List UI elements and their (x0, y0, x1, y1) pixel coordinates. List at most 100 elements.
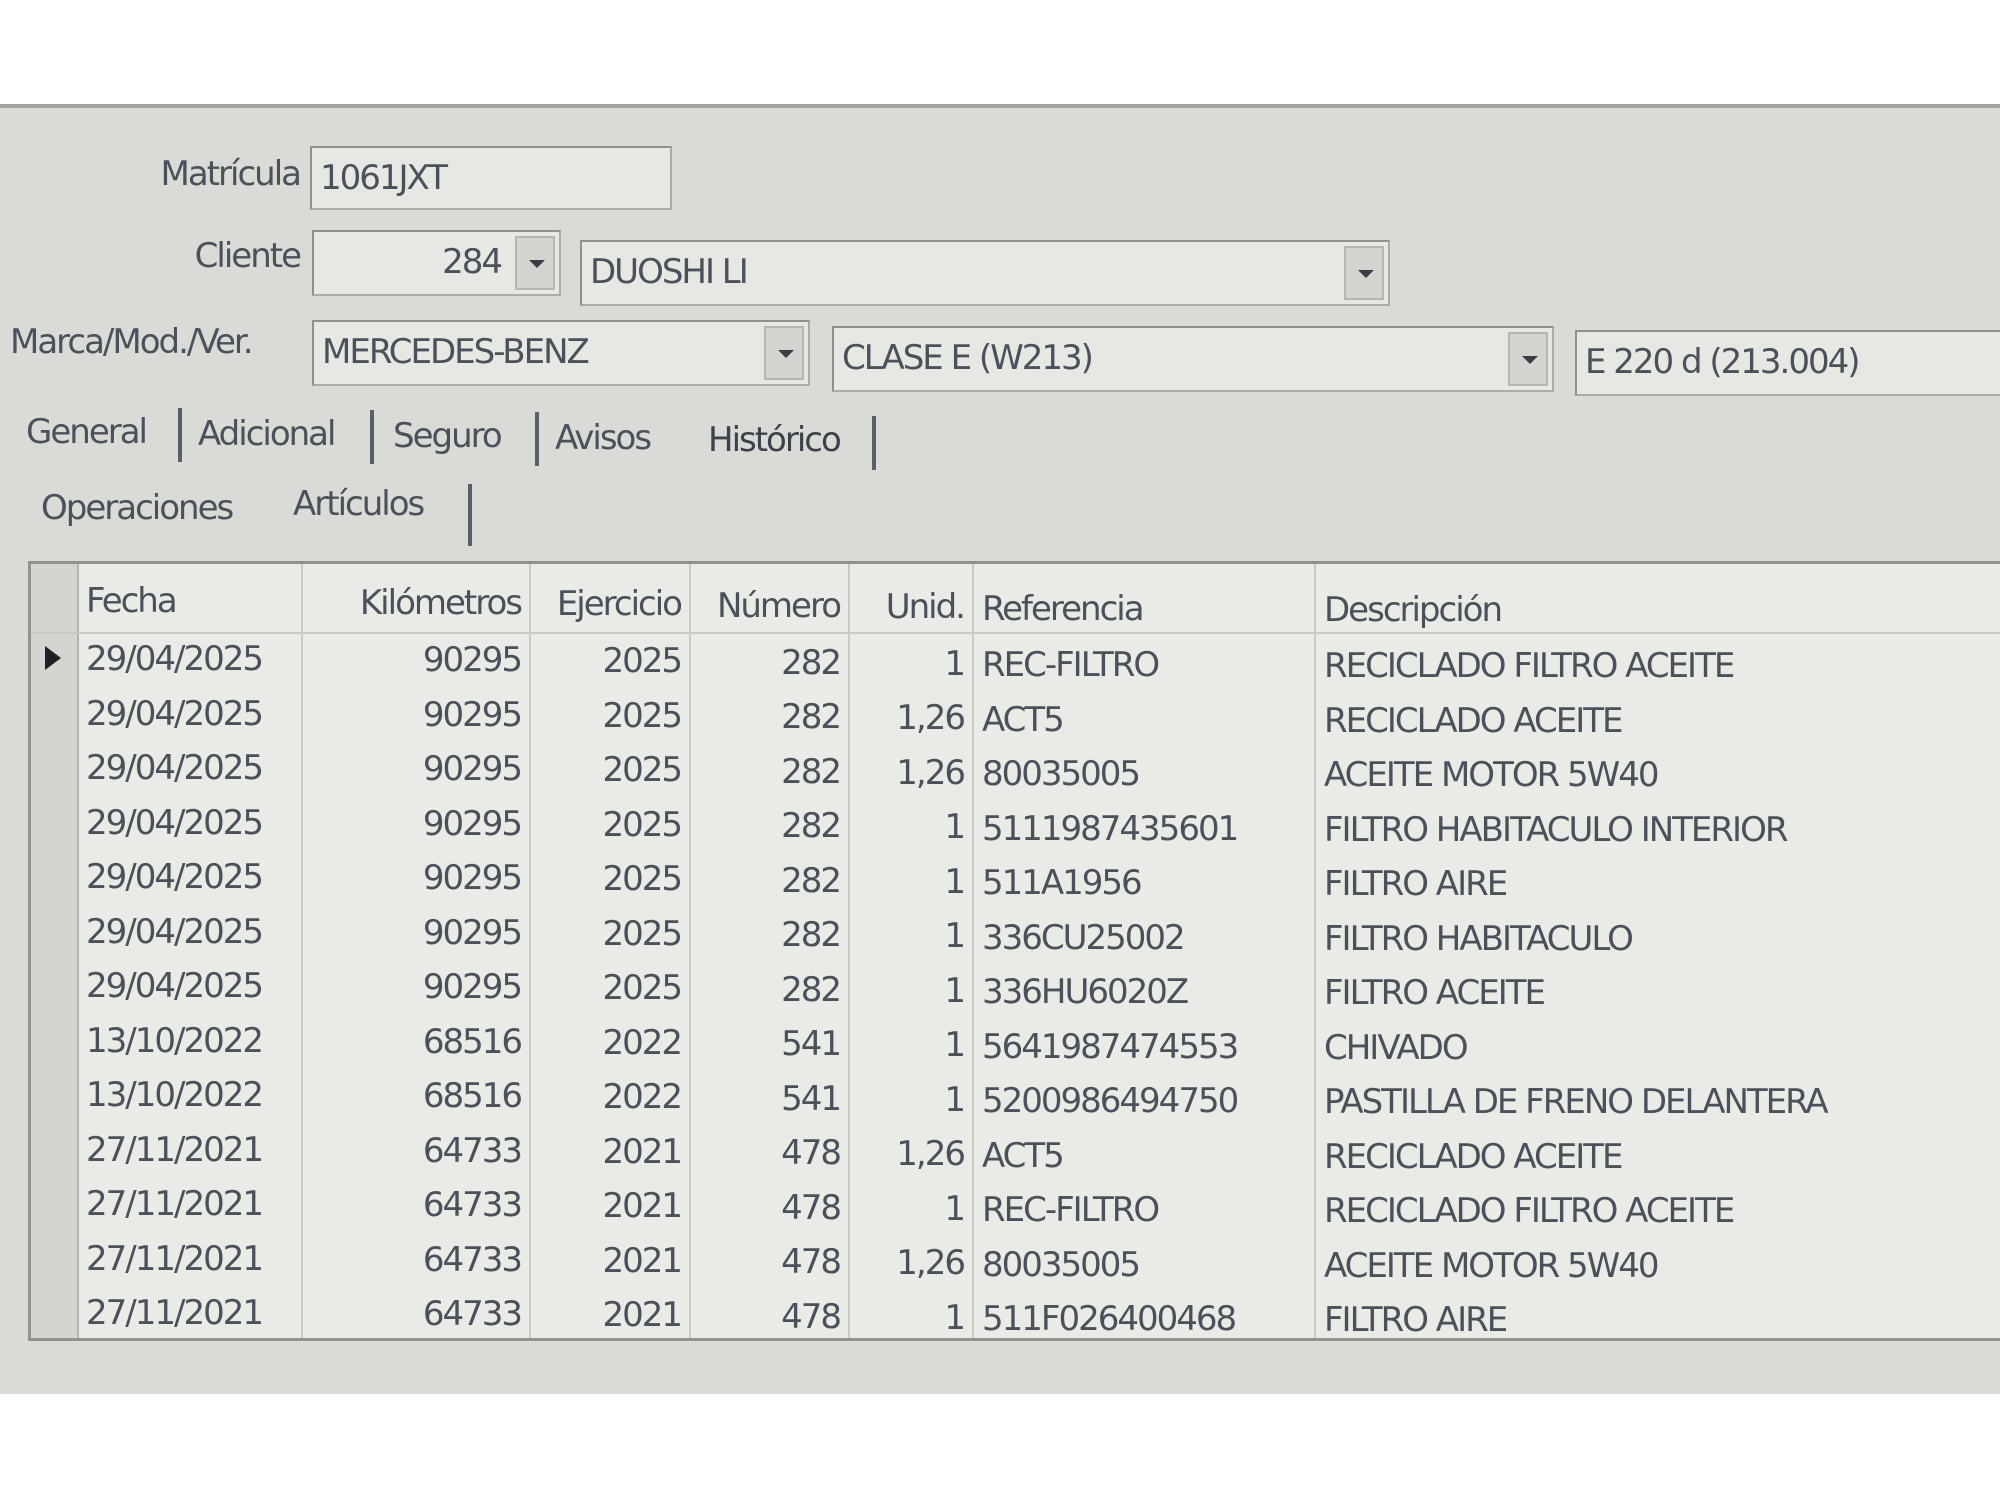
table-cell: 2021 (602, 1186, 683, 1227)
table-cell: FILTRO AIRE (1324, 864, 1508, 905)
table-cell: 478 (781, 1242, 842, 1283)
text-input[interactable]: E 220 d (213.004) (1575, 330, 2000, 396)
table-cell: 80035005 (982, 754, 1141, 794)
table-cell: 27/11/2021 (86, 1129, 264, 1170)
table-cell: 1 (944, 916, 966, 957)
combo-box[interactable]: MERCEDES-BENZ (312, 320, 810, 386)
table-cell: 511A1956 (982, 863, 1143, 903)
table-cell: RECICLADO ACEITE (1324, 1136, 1624, 1177)
column-divider (529, 564, 531, 1338)
table-cell: 2021 (602, 1131, 683, 1172)
table-cell: 2022 (602, 1022, 683, 1063)
tab[interactable]: Adicional (198, 414, 336, 454)
table-cell: 5200986494750 (982, 1081, 1239, 1121)
table-cell: 1 (944, 861, 966, 902)
tab-separator (872, 416, 876, 470)
table-cell: 29/04/2025 (86, 966, 264, 1006)
table-cell: 1 (944, 1025, 966, 1066)
table-cell: 2022 (602, 1077, 683, 1118)
table-cell: RECICLADO FILTRO ACEITE (1324, 1191, 1735, 1232)
table-cell: 5641987474553 (982, 1026, 1239, 1067)
dropdown-button[interactable] (1508, 332, 1548, 386)
table-cell: 1,26 (896, 1243, 966, 1284)
table-cell: 541 (781, 1024, 842, 1065)
combo-box[interactable]: DUOSHI LI (580, 240, 1390, 306)
label: Matrícula (160, 154, 302, 194)
table-cell: 2025 (602, 968, 683, 1009)
table-cell: 478 (781, 1133, 842, 1174)
column-header[interactable]: Referencia (982, 588, 1145, 629)
combo-box[interactable]: 284 (312, 230, 561, 296)
table-cell: 68516 (422, 1076, 523, 1117)
tab[interactable]: Avisos (555, 418, 652, 458)
row-indicator-column (31, 564, 79, 1338)
table-cell: 541 (781, 1078, 842, 1119)
table-cell: 90295 (422, 694, 523, 735)
sub-tab[interactable]: Operaciones (41, 488, 234, 528)
tab-separator (468, 484, 472, 546)
column-divider (1314, 564, 1316, 1338)
table-cell: 90295 (422, 803, 523, 844)
dropdown-button[interactable] (515, 236, 555, 290)
table-cell: 64733 (422, 1239, 523, 1280)
table-cell: 13/10/2022 (86, 1075, 264, 1115)
table-cell: 90295 (422, 749, 523, 790)
table-cell: 90295 (422, 912, 523, 953)
table-cell: RECICLADO ACEITE (1324, 700, 1624, 741)
table-cell: 1 (944, 970, 966, 1011)
column-header[interactable]: Unid. (885, 587, 966, 627)
table-cell: 2025 (602, 695, 683, 736)
table-cell: 90295 (422, 967, 523, 1008)
table-cell: 1 (944, 1188, 966, 1229)
tab[interactable]: Histórico (708, 420, 842, 460)
combo-box[interactable]: CLASE E (W213) (832, 326, 1554, 392)
header-divider (31, 632, 2000, 634)
tab[interactable]: General (26, 412, 148, 452)
combo-value: CLASE E (W213) (842, 338, 1094, 378)
tab-separator (535, 412, 539, 466)
table-cell: 90295 (422, 858, 523, 899)
table-cell: REC-FILTRO (982, 1190, 1160, 1230)
label: Marca/Mod./Ver. (10, 322, 254, 362)
table-cell: 1,26 (896, 1134, 966, 1175)
table-cell: 80035005 (982, 1244, 1141, 1285)
table-cell: ACEITE MOTOR 5W40 (1324, 755, 1660, 796)
current-row-indicator (45, 646, 61, 670)
table-cell: 282 (781, 642, 842, 683)
text-input[interactable]: 1061JXT (310, 146, 672, 210)
table-cell: 29/04/2025 (86, 639, 264, 679)
table-cell: 478 (781, 1296, 842, 1337)
table-cell: 1,26 (896, 698, 966, 739)
table-cell: 2021 (602, 1240, 683, 1281)
sub-tab[interactable]: Artículos (293, 484, 425, 524)
tab[interactable]: Seguro (393, 416, 503, 456)
table-cell: FILTRO HABITACULO INTERIOR (1324, 809, 1788, 850)
table-cell: 29/04/2025 (86, 911, 264, 952)
column-header[interactable]: Número (716, 585, 842, 626)
column-header[interactable]: Fecha (86, 581, 178, 621)
table-cell: 1 (944, 1297, 966, 1338)
table-cell: FILTRO AIRE (1324, 1300, 1508, 1341)
table-cell: 68516 (422, 1021, 523, 1062)
table-cell: 29/04/2025 (86, 693, 264, 734)
table-cell: 2025 (602, 859, 683, 900)
table-cell: 1 (944, 807, 966, 848)
table-cell: 27/11/2021 (86, 1293, 264, 1333)
table-cell: 5111987435601 (982, 808, 1239, 849)
table-cell: 282 (781, 806, 842, 847)
table-cell: 29/04/2025 (86, 748, 264, 788)
column-header[interactable]: Descripción (1324, 590, 1503, 630)
column-header[interactable]: Kilómetros (359, 582, 523, 623)
column-divider (301, 564, 303, 1338)
column-divider (972, 564, 974, 1338)
dropdown-button[interactable] (1344, 246, 1384, 300)
column-header[interactable]: Ejercicio (556, 584, 683, 624)
table-cell: 2025 (602, 750, 683, 791)
tab-separator (178, 408, 182, 462)
combo-value: MERCEDES-BENZ (322, 332, 590, 372)
dropdown-button[interactable] (764, 326, 804, 380)
label: Cliente (194, 236, 302, 276)
table-cell: 27/11/2021 (86, 1238, 264, 1279)
table-cell: ACT5 (982, 699, 1065, 740)
